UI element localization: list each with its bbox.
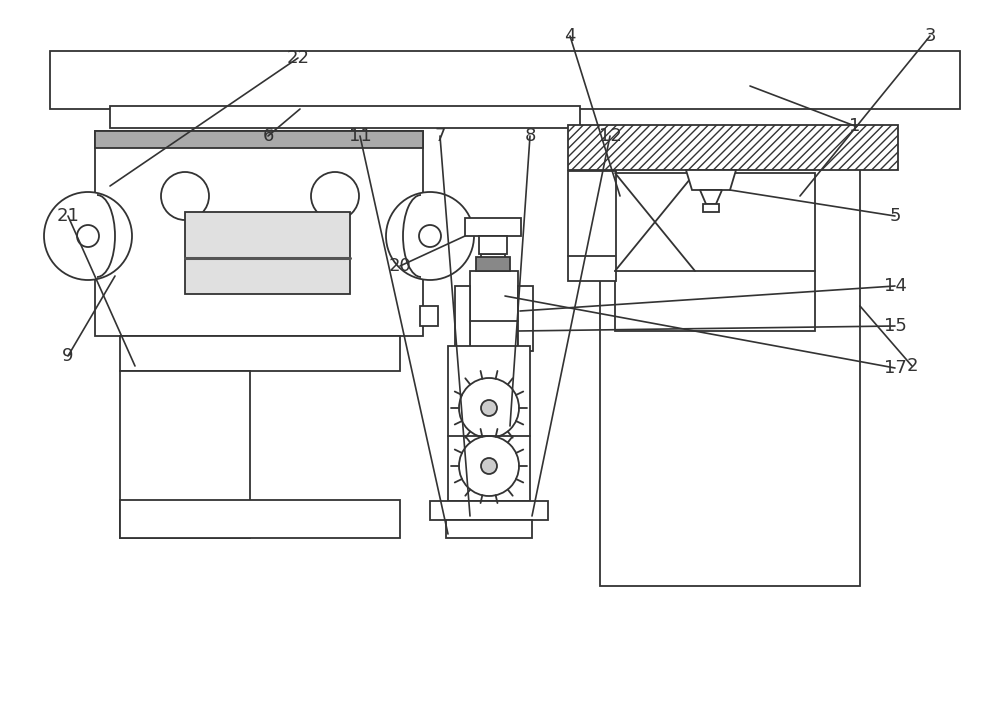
Circle shape <box>481 400 497 416</box>
Text: 9: 9 <box>62 347 74 365</box>
Bar <box>110 106 580 128</box>
Text: 14: 14 <box>884 277 906 295</box>
Bar <box>481 254 505 426</box>
Bar <box>455 286 470 351</box>
Text: 17: 17 <box>884 359 906 377</box>
Bar <box>50 51 960 109</box>
Bar <box>420 306 438 326</box>
Bar <box>465 218 521 236</box>
Bar <box>568 171 616 281</box>
Circle shape <box>481 458 497 474</box>
Circle shape <box>44 192 132 280</box>
Circle shape <box>311 172 359 220</box>
Bar <box>185 212 350 294</box>
Bar <box>615 173 815 331</box>
Circle shape <box>386 192 474 280</box>
Bar <box>120 500 400 538</box>
Bar <box>448 346 530 501</box>
Bar <box>479 236 507 254</box>
Text: 12: 12 <box>599 127 621 145</box>
Text: 21: 21 <box>57 207 79 225</box>
Circle shape <box>459 378 519 438</box>
Text: 1: 1 <box>849 117 861 135</box>
Polygon shape <box>703 204 719 212</box>
Circle shape <box>77 225 99 247</box>
Text: 22: 22 <box>287 49 310 67</box>
Bar <box>120 371 250 538</box>
Text: 5: 5 <box>889 207 901 225</box>
Text: 2: 2 <box>906 357 918 375</box>
Circle shape <box>459 436 519 496</box>
Bar <box>470 271 518 361</box>
Circle shape <box>161 172 209 220</box>
Text: 11: 11 <box>349 127 371 145</box>
Text: 7: 7 <box>434 127 446 145</box>
Bar <box>568 125 898 170</box>
Circle shape <box>419 225 441 247</box>
Text: 3: 3 <box>924 27 936 45</box>
Polygon shape <box>700 190 722 204</box>
Text: 8: 8 <box>524 127 536 145</box>
Bar <box>600 126 860 586</box>
Bar <box>95 131 423 336</box>
Text: 15: 15 <box>884 317 906 335</box>
Bar <box>430 501 548 520</box>
Bar <box>476 257 510 271</box>
Text: 20: 20 <box>389 257 411 275</box>
Bar <box>95 131 423 148</box>
Text: 6: 6 <box>262 127 274 145</box>
Text: 4: 4 <box>564 27 576 45</box>
Bar <box>518 286 533 351</box>
Bar <box>120 336 400 371</box>
Polygon shape <box>686 170 736 190</box>
Bar <box>446 520 532 538</box>
